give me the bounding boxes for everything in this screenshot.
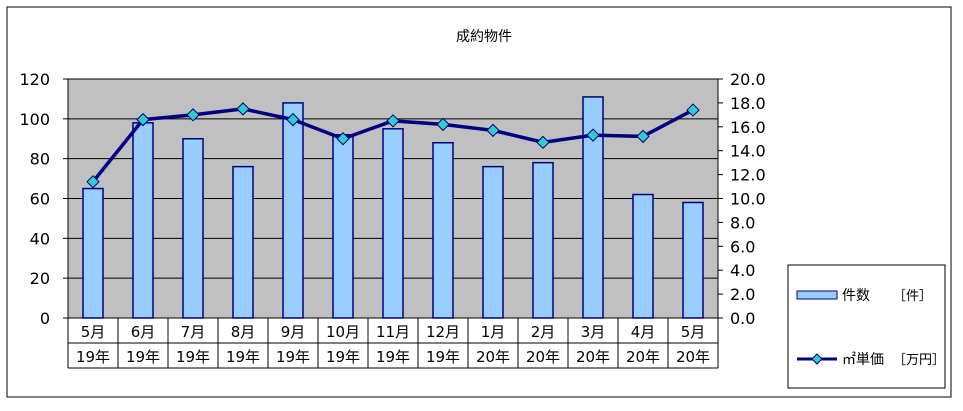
bar <box>582 96 604 319</box>
line-point <box>336 132 350 146</box>
line-point <box>486 123 500 138</box>
left-tick-label: 20 <box>30 269 50 288</box>
left-tick-label: 0 <box>40 309 50 328</box>
x-year-label: 19年 <box>376 348 410 366</box>
line-point <box>236 102 250 116</box>
bar <box>82 187 104 319</box>
bar <box>432 141 454 319</box>
x-year-label: 19年 <box>176 348 210 366</box>
left-tick-label: 60 <box>30 190 50 209</box>
bar <box>382 128 404 319</box>
line-point <box>186 108 200 122</box>
line-point <box>436 117 450 132</box>
legend: 件数 ［件］ ㎡単価 ［万円］ <box>787 264 946 389</box>
x-year-label: 19年 <box>76 348 110 366</box>
x-year-label: 19年 <box>326 348 360 366</box>
x-month-label: 1月 <box>481 323 506 341</box>
right-axis: 0.0 2.0 4.0 6.0 8.0 10.0 12.0 14.0 16.0 18.0 20.0 <box>717 70 766 328</box>
x-month-label: 5月 <box>681 323 706 341</box>
right-tick-label: 6.0 <box>730 237 755 256</box>
right-tick-label: 16.0 <box>730 118 766 137</box>
bar <box>682 201 704 319</box>
legend-line-unit: ［万円］ <box>893 353 945 368</box>
x-year-label: 20年 <box>476 348 510 366</box>
x-year-label: 20年 <box>526 348 560 366</box>
line-point <box>286 112 300 127</box>
x-year-label: 19年 <box>226 348 260 366</box>
legend-line-marker <box>811 353 823 365</box>
line-point <box>386 114 400 128</box>
line-point <box>686 103 700 117</box>
line-point <box>86 175 100 189</box>
x-month-label: 11月 <box>376 323 410 341</box>
legend-line-label: ㎡単価 <box>842 352 884 368</box>
x-month-label: 4月 <box>631 323 656 341</box>
legend-bar-unit: ［件］ <box>893 289 932 304</box>
x-month-label: 6月 <box>131 323 156 341</box>
x-year-label: 19年 <box>126 348 160 366</box>
chart-title: 成約物件 <box>456 29 512 45</box>
bar-series <box>82 96 704 319</box>
x-month-label: 3月 <box>581 323 606 341</box>
legend-bar-label: 件数 <box>842 288 870 304</box>
line-series <box>86 102 700 189</box>
x-year-label: 19年 <box>426 348 460 366</box>
bar <box>132 122 154 319</box>
right-tick-label: 18.0 <box>730 94 766 113</box>
legend-bar-swatch <box>796 290 838 300</box>
x-year-label: 20年 <box>626 348 660 366</box>
bar <box>282 102 304 319</box>
line-point <box>586 128 600 142</box>
bar <box>632 193 654 319</box>
right-tick-label: 10.0 <box>730 190 766 209</box>
right-tick-label: 8.0 <box>730 213 755 232</box>
x-month-label: 7月 <box>181 323 206 341</box>
category-table: 5月 19年 6月 19年 7月 19年 8月 19年 9月 19年 10月 19年 11月 19年 12月… <box>67 318 719 369</box>
x-month-label: 2月 <box>531 323 556 341</box>
bar <box>332 134 354 319</box>
x-year-label: 19年 <box>276 348 310 366</box>
right-tick-label: 12.0 <box>730 166 766 185</box>
right-tick-label: 20.0 <box>730 70 766 89</box>
left-tick-label: 40 <box>30 229 50 248</box>
right-tick-label: 4.0 <box>730 261 755 280</box>
line-point <box>536 135 550 150</box>
x-year-label: 20年 <box>676 348 710 366</box>
legend-box <box>787 264 946 389</box>
left-tick-label: 80 <box>30 150 50 169</box>
right-tick-label: 2.0 <box>730 285 755 304</box>
x-year-label: 20年 <box>576 348 610 366</box>
left-tick-label: 120 <box>19 70 50 89</box>
x-month-label: 10月 <box>326 323 360 341</box>
right-tick-label: 14.0 <box>730 142 766 161</box>
bar <box>482 165 504 319</box>
x-month-label: 8月 <box>231 323 256 341</box>
bar <box>232 165 254 319</box>
x-month-label: 9月 <box>281 323 306 341</box>
right-tick-label: 0.0 <box>730 309 755 328</box>
left-tick-label: 100 <box>19 110 50 129</box>
bar <box>532 161 554 319</box>
line-point <box>636 129 650 144</box>
x-month-label: 12月 <box>426 323 460 341</box>
bar <box>182 138 204 319</box>
x-month-label: 5月 <box>81 323 106 341</box>
left-axis: 0 20 40 60 80 100 120 <box>19 70 68 328</box>
line-point <box>136 112 150 127</box>
